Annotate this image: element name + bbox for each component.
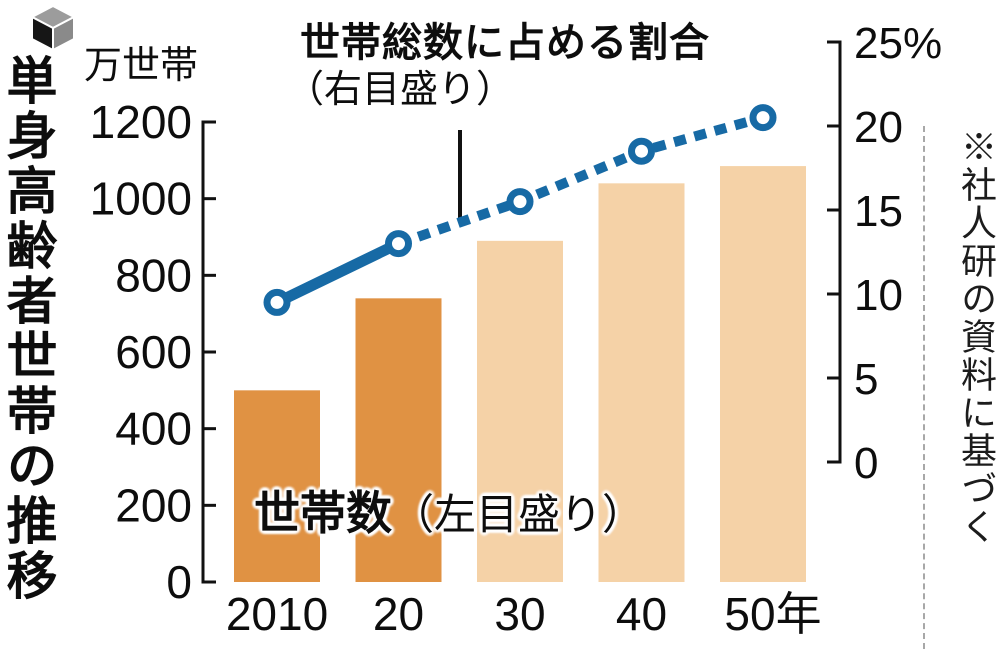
bar-series-label-bold: 世帯数 [254, 487, 392, 539]
bar-20 [355, 298, 442, 582]
left-axis-tick-label: 400 [115, 403, 192, 455]
x-axis-label: 20 [373, 588, 424, 640]
right-axis-tick-label: 25% [854, 19, 942, 68]
right-axis-tick-label: 20 [854, 103, 903, 152]
bar-50年 [720, 166, 806, 583]
right-axis-tick-label: 10 [854, 271, 903, 320]
bar-2010 [234, 390, 320, 582]
ratio-line-solid [274, 238, 401, 308]
line-point-2010 [263, 288, 291, 316]
left-axis-tick-label: 1000 [90, 173, 192, 225]
bar-40 [598, 183, 685, 583]
line-series-axis-note: （右目盛り） [286, 69, 515, 111]
chart-main-title: 単身高齢者世帯の推移 [0, 54, 56, 604]
source-note-divider [923, 126, 925, 649]
line-series-label: 世帯総数に占める割合 [300, 21, 710, 65]
left-axis-tick-label: 1200 [90, 96, 192, 148]
left-axis-tick-label: 600 [115, 326, 192, 378]
bar-series-label-sub: （左目盛り） [392, 491, 645, 538]
left-axis-tick-label: 200 [115, 479, 192, 531]
annotation-pointer-line [458, 130, 462, 218]
right-axis [827, 40, 842, 464]
right-axis-tick-label: 15 [854, 187, 903, 236]
left-axis-tick-label: 0 [166, 556, 192, 608]
left-axis-tick-label: 800 [115, 249, 192, 301]
source-note: ※社人研の資料に基づく [956, 128, 996, 546]
x-axis-label: 40 [616, 588, 667, 640]
bar-series-label: 世帯数（左目盛り） [254, 477, 644, 543]
x-axis-label: 50年 [724, 588, 821, 640]
line-point-50年 [749, 104, 777, 132]
line-point-40 [628, 137, 655, 165]
right-axis-tick-label: 0 [854, 439, 878, 488]
cube-bullet-icon [29, 4, 77, 52]
x-axis-label: 2010 [226, 588, 328, 640]
line-point-20 [385, 230, 412, 258]
right-axis-tick-label: 5 [854, 355, 878, 404]
bar-30 [477, 240, 563, 583]
left-axis-unit-label: 万世帯 [84, 45, 199, 87]
x-axis-label: 30 [494, 588, 545, 640]
ratio-line-dotted [396, 112, 765, 249]
line-point-30 [506, 188, 534, 216]
